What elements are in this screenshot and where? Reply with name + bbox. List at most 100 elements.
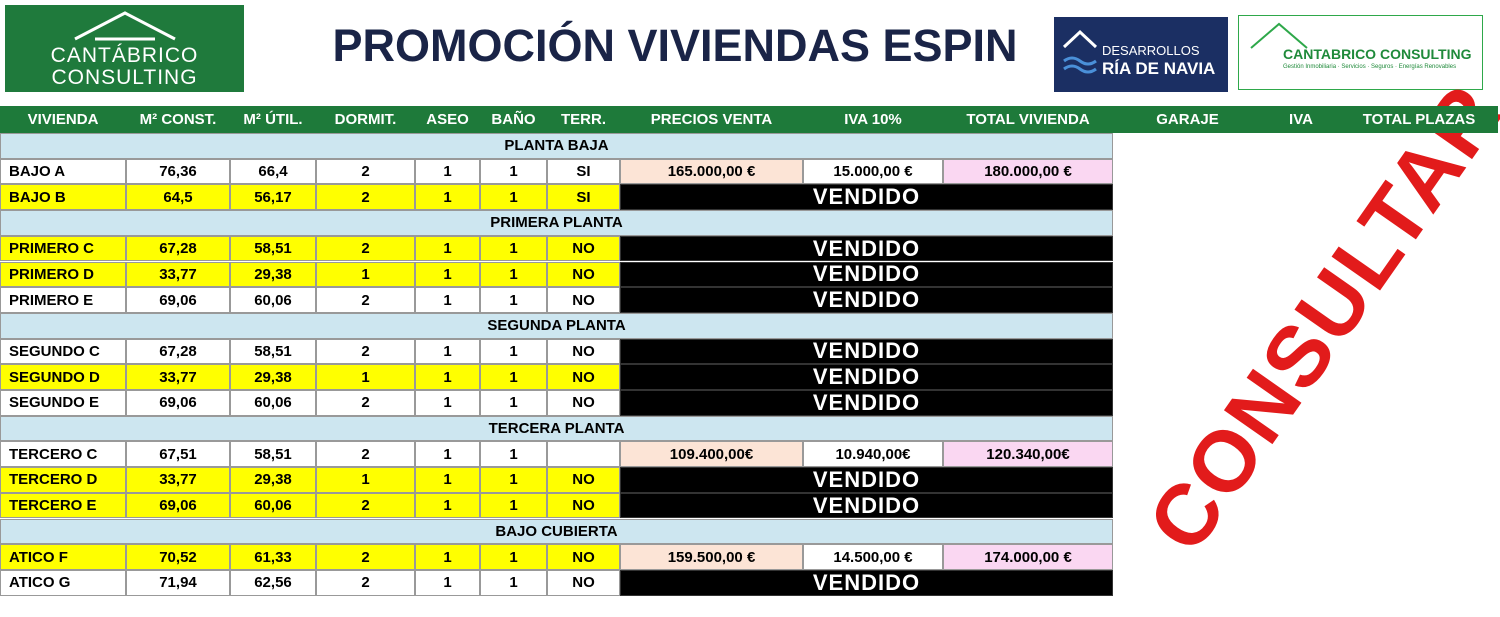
- cell: 29,38: [230, 364, 316, 390]
- cell: PRIMERO E: [0, 287, 126, 313]
- cell: 1: [480, 287, 547, 313]
- cell: 67,28: [126, 235, 230, 262]
- cell: 1: [316, 467, 415, 493]
- sold: VENDIDO: [620, 236, 1113, 262]
- cell: 1: [480, 364, 547, 390]
- logo-left: CANTÁBRICO CONSULTING: [5, 5, 244, 92]
- price: 10.940,00€: [803, 441, 943, 468]
- logo-line: CANTABRICO CONSULTING: [1283, 46, 1472, 62]
- price: 15.000,00 €: [803, 158, 943, 185]
- logo-mid: DESARROLLOS RÍA DE NAVIA: [1054, 17, 1228, 92]
- cell: 2: [316, 338, 415, 365]
- cell: 1: [415, 235, 480, 262]
- cell: SI: [547, 184, 620, 211]
- cell: 69,06: [126, 492, 230, 519]
- cell: BAJO B: [0, 184, 126, 211]
- column-header: GARAJE: [1113, 106, 1262, 133]
- cell: 33,77: [126, 261, 230, 288]
- sold: VENDIDO: [620, 338, 1113, 365]
- cell: 1: [415, 569, 480, 596]
- price: 14.500,00 €: [803, 544, 943, 570]
- cell: NO: [547, 235, 620, 262]
- cell: SI: [547, 158, 620, 185]
- logo-line: CONSULTING: [51, 66, 198, 89]
- section-title: PRIMERA PLANTA: [0, 210, 1113, 236]
- cell: ATICO G: [0, 569, 126, 596]
- cell: 64,5: [126, 184, 230, 211]
- column-header: VIVIENDA: [0, 106, 126, 133]
- cell: 69,06: [126, 390, 230, 416]
- column-header: M² ÚTIL.: [230, 106, 316, 133]
- cell: 1: [415, 158, 480, 185]
- title: PROMOCIÓN VIVIENDAS ESPIN: [332, 20, 1018, 71]
- cell: 2: [316, 492, 415, 519]
- cell: 69,06: [126, 287, 230, 313]
- sold: VENDIDO: [620, 184, 1113, 211]
- column-header: TOTAL VIVIENDA: [943, 106, 1113, 133]
- cell: ATICO F: [0, 544, 126, 570]
- cell: SEGUNDO E: [0, 390, 126, 416]
- cell: 1: [480, 184, 547, 211]
- cell: 1: [480, 338, 547, 365]
- logo-right: CANTABRICO CONSULTING Gestión Inmobiliar…: [1238, 15, 1483, 90]
- cell: 60,06: [230, 492, 316, 519]
- cell: 1: [415, 338, 480, 365]
- cell: 33,77: [126, 364, 230, 390]
- cell: NO: [547, 569, 620, 596]
- cell: 60,06: [230, 287, 316, 313]
- price: 120.340,00€: [943, 441, 1113, 468]
- cell: 1: [316, 364, 415, 390]
- cell: 2: [316, 569, 415, 596]
- price: 159.500,00 €: [620, 544, 803, 570]
- cell: 2: [316, 158, 415, 185]
- column-header: M² CONST.: [126, 106, 230, 133]
- column-header: PRECIOS VENTA: [620, 106, 803, 133]
- sold: VENDIDO: [620, 390, 1113, 416]
- logo-line: Gestión Inmobiliaria · Servicios · Segur…: [1283, 64, 1457, 70]
- cell: 1: [415, 441, 480, 468]
- cell: NO: [547, 261, 620, 288]
- sold: VENDIDO: [620, 570, 1113, 596]
- stamp: CONSULTAR: [1129, 67, 1500, 569]
- cell: 1: [480, 467, 547, 493]
- cell: 1: [480, 390, 547, 416]
- cell: NO: [547, 287, 620, 313]
- cell: 76,36: [126, 158, 230, 185]
- cell: NO: [547, 467, 620, 493]
- cell: 1: [480, 544, 547, 570]
- section-title: TERCERA PLANTA: [0, 415, 1113, 442]
- cell: TERCERO E: [0, 492, 126, 519]
- cell: 1: [480, 158, 547, 185]
- sold: VENDIDO: [620, 493, 1113, 519]
- cell: 1: [480, 261, 547, 288]
- cell: 56,17: [230, 184, 316, 211]
- logo-line: CANTÁBRICO: [50, 44, 199, 67]
- column-header: BAÑO: [480, 106, 547, 133]
- section-title: PLANTA BAJA: [0, 133, 1113, 159]
- cell: 1: [415, 287, 480, 313]
- cell: 1: [480, 235, 547, 262]
- cell: 2: [316, 441, 415, 468]
- cell: 1: [415, 467, 480, 493]
- cell: PRIMERO D: [0, 261, 126, 288]
- cell: 1: [316, 261, 415, 288]
- cell: NO: [547, 364, 620, 390]
- cell: 1: [415, 492, 480, 519]
- cell: 67,51: [126, 441, 230, 468]
- logo-line: DESARROLLOS: [1102, 43, 1200, 58]
- cell: 70,52: [126, 544, 230, 570]
- cell: 58,51: [230, 441, 316, 468]
- cell: SEGUNDO C: [0, 338, 126, 365]
- cell: 2: [316, 184, 415, 211]
- cell: NO: [547, 390, 620, 416]
- cell: 2: [316, 235, 415, 262]
- cell: 58,51: [230, 338, 316, 365]
- price: 180.000,00 €: [943, 158, 1113, 185]
- column-header: TERR.: [547, 106, 620, 133]
- section-title: SEGUNDA PLANTA: [0, 312, 1113, 339]
- logo-roof: [1250, 22, 1308, 49]
- cell: 1: [415, 544, 480, 570]
- sold: VENDIDO: [620, 364, 1113, 390]
- cell: 71,94: [126, 569, 230, 596]
